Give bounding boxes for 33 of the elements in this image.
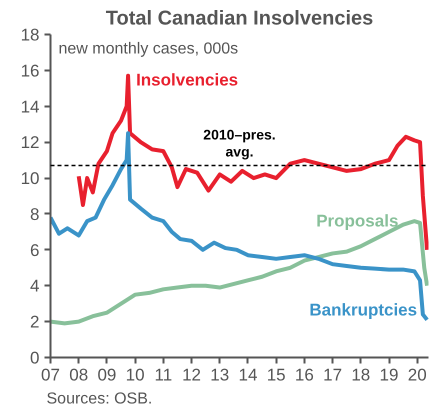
y-tick-label: 12: [20, 133, 40, 152]
x-tick-label: 18: [351, 366, 370, 384]
x-tick-label: 15: [266, 366, 286, 384]
y-tick-label: 14: [20, 97, 40, 116]
x-tick-label: 08: [69, 366, 88, 384]
x-tick-label: 20: [408, 366, 427, 384]
line-series: [76, 74, 428, 252]
y-tick-label: 8: [30, 204, 40, 224]
series-label: Insolvencies: [136, 70, 238, 90]
y-tick-label: 16: [20, 61, 40, 80]
x-tick-label: 10: [126, 366, 145, 384]
x-tick-label: 17: [323, 366, 342, 384]
x-tick-label: 13: [210, 366, 230, 384]
y-tick-label: 18: [20, 26, 40, 44]
x-tick-label: 11: [154, 366, 172, 384]
y-tick-label: 0: [30, 348, 40, 368]
y-tick-label: 2: [30, 312, 40, 332]
x-tick-label: 14: [238, 366, 258, 384]
series-label: Proposals: [316, 212, 398, 231]
source-note: Sources: OSB.: [46, 390, 152, 408]
y-tick-label: 6: [30, 240, 40, 260]
chart-title: Total Canadian Insolvencies: [106, 8, 374, 30]
x-tick-label: 12: [182, 366, 202, 384]
ref-line-label: 2010–pres. avg.: [203, 126, 276, 160]
x-tick-label: 19: [380, 366, 398, 384]
series-label: Bankruptcies: [309, 300, 418, 320]
y-tick-label: 10: [20, 169, 40, 188]
x-tick-label: 09: [97, 366, 116, 384]
line-series: [50, 131, 428, 322]
x-tick-label: 07: [41, 366, 60, 384]
x-tick-label: 16: [294, 366, 314, 384]
chart-subtitle: new monthly cases, 000s: [58, 40, 238, 58]
y-tick-label: 4: [30, 276, 40, 296]
